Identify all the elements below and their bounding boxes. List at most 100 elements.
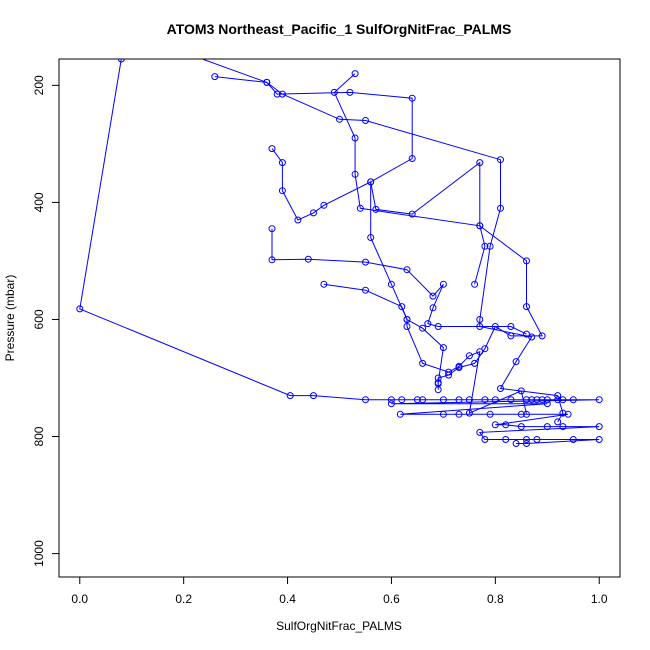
data-point xyxy=(564,410,572,418)
data-point xyxy=(471,280,479,288)
data-point xyxy=(512,440,520,447)
data-point xyxy=(263,78,271,86)
series-line xyxy=(200,59,444,390)
series-line xyxy=(323,283,527,415)
data-point xyxy=(351,134,359,142)
data-point xyxy=(320,201,328,209)
data-point xyxy=(595,423,603,431)
data-point xyxy=(268,145,276,153)
data-point xyxy=(476,316,484,323)
data-point xyxy=(367,178,375,186)
data-point xyxy=(559,423,567,431)
data-point xyxy=(476,428,484,436)
data-point xyxy=(528,396,536,404)
data-point xyxy=(517,423,525,431)
data-point xyxy=(497,385,504,392)
data-point xyxy=(481,396,489,404)
data-point xyxy=(294,216,302,224)
data-point xyxy=(351,70,359,78)
data-point xyxy=(367,234,375,241)
data-point xyxy=(273,90,281,98)
data-point xyxy=(356,204,364,212)
series-line xyxy=(214,76,564,423)
data-point xyxy=(403,316,411,323)
data-point xyxy=(455,410,463,418)
data-point xyxy=(278,159,286,167)
data-point xyxy=(310,209,317,217)
data-point xyxy=(439,344,447,352)
y-tick-label: 200 xyxy=(32,75,46,95)
x-tick-label: 1.0 xyxy=(591,592,608,606)
data-point xyxy=(278,187,286,195)
series-line xyxy=(271,228,527,335)
data-point xyxy=(533,396,541,404)
data-point xyxy=(439,280,447,288)
data-point xyxy=(117,59,125,63)
data-point xyxy=(396,410,404,418)
data-point xyxy=(476,222,484,230)
y-axis-label: Pressure (mbar) xyxy=(3,275,17,362)
data-point xyxy=(523,410,530,418)
data-point xyxy=(523,303,530,311)
data-point xyxy=(554,392,562,400)
data-point xyxy=(336,115,343,123)
data-point xyxy=(528,333,536,341)
data-point xyxy=(523,440,530,447)
data-point xyxy=(429,304,437,312)
data-point xyxy=(523,257,530,265)
data-point xyxy=(523,330,530,338)
chart-title: ATOM3 Northeast_Pacific_1 SulfOrgNitFrac… xyxy=(167,21,512,37)
data-point xyxy=(413,396,421,404)
y-tick-label: 600 xyxy=(32,309,46,329)
data-point xyxy=(419,396,427,404)
series-layer xyxy=(76,59,603,447)
data-point xyxy=(533,436,541,443)
data-point xyxy=(569,436,577,443)
data-point xyxy=(434,323,442,330)
data-point xyxy=(491,396,499,404)
data-point xyxy=(481,436,489,443)
data-point xyxy=(362,396,369,404)
data-point xyxy=(434,380,442,388)
data-point xyxy=(543,396,551,404)
data-point xyxy=(192,59,197,60)
x-tick-label: 0.0 xyxy=(71,592,88,606)
data-point xyxy=(538,332,546,340)
data-point xyxy=(372,205,380,213)
data-point xyxy=(554,418,562,426)
data-point xyxy=(465,409,473,417)
data-point xyxy=(419,324,427,332)
data-point xyxy=(476,159,484,167)
x-tick-label: 0.4 xyxy=(279,592,296,606)
series-1 xyxy=(76,59,603,447)
plot-frame xyxy=(58,58,621,578)
data-point xyxy=(497,204,504,212)
data-point xyxy=(362,258,369,266)
series-6 xyxy=(268,225,530,338)
data-point xyxy=(439,396,447,404)
data-point xyxy=(465,396,473,404)
data-point xyxy=(439,410,447,418)
data-point xyxy=(320,280,328,288)
data-point xyxy=(491,421,499,429)
data-point xyxy=(543,400,551,408)
data-point xyxy=(538,396,546,404)
data-point xyxy=(351,170,359,178)
data-point xyxy=(387,280,395,288)
data-point xyxy=(429,292,437,300)
data-point xyxy=(559,396,567,404)
data-point xyxy=(559,409,567,417)
data-point xyxy=(507,332,515,340)
data-point xyxy=(517,410,525,418)
data-point xyxy=(398,396,406,404)
series-2 xyxy=(211,73,567,426)
data-point xyxy=(476,348,484,356)
data-point xyxy=(424,320,432,328)
x-tick-label: 0.2 xyxy=(175,592,192,606)
data-point xyxy=(403,266,411,274)
data-point xyxy=(387,400,395,408)
data-point xyxy=(486,242,494,250)
x-axis: 0.0 0.2 0.4 0.6 0.8 1.0 xyxy=(71,576,608,606)
data-point xyxy=(268,225,276,233)
